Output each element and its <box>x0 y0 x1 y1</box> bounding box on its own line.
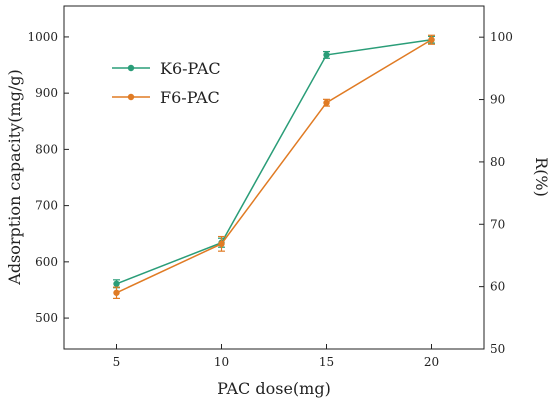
x-tick-label: 20 <box>424 355 439 369</box>
legend: K6-PAC F6-PAC <box>112 59 221 107</box>
legend-label-f6: F6-PAC <box>160 88 220 107</box>
y-tick-label: 900 <box>35 86 58 100</box>
y-tick-label: 800 <box>35 142 58 156</box>
plot-frame <box>63 5 485 350</box>
y2-axis-title: R(%) <box>532 157 550 197</box>
bottom-axis-ticks: 5 10 15 20 <box>113 344 439 369</box>
y-axis-title: Adsorption capacity(mg/g) <box>5 69 24 285</box>
data-point <box>428 36 435 43</box>
legend-marker-f6 <box>127 93 135 101</box>
data-point <box>113 289 120 296</box>
y2-tick-label: 50 <box>490 342 505 356</box>
left-axis-ticks: 500 600 700 800 900 1000 <box>27 30 69 325</box>
data-point <box>323 51 330 59</box>
series-layer <box>113 34 435 299</box>
y2-tick-label: 90 <box>490 93 505 107</box>
x-axis-title: PAC dose(mg) <box>217 379 331 398</box>
y2-tick-label: 70 <box>490 217 505 231</box>
y-tick-label: 1000 <box>27 30 58 44</box>
x-tick-label: 10 <box>214 355 229 369</box>
y-tick-label: 500 <box>35 311 58 325</box>
data-point <box>323 99 330 106</box>
series-line-2 <box>116 39 432 294</box>
legend-marker-k6 <box>127 64 135 72</box>
legend-label-k6: K6-PAC <box>160 59 221 78</box>
y-tick-label: 600 <box>35 255 58 269</box>
y-tick-label: 700 <box>35 199 58 213</box>
y2-tick-label: 80 <box>490 155 505 169</box>
data-point <box>113 280 120 287</box>
data-point <box>218 240 225 248</box>
y2-tick-label: 100 <box>490 30 513 44</box>
right-axis-ticks: 50 60 70 80 90 100 <box>479 30 513 356</box>
x-tick-label: 5 <box>113 355 121 369</box>
series-line-1 <box>116 38 432 285</box>
y2-tick-label: 60 <box>490 280 505 294</box>
x-tick-label: 15 <box>319 355 334 369</box>
